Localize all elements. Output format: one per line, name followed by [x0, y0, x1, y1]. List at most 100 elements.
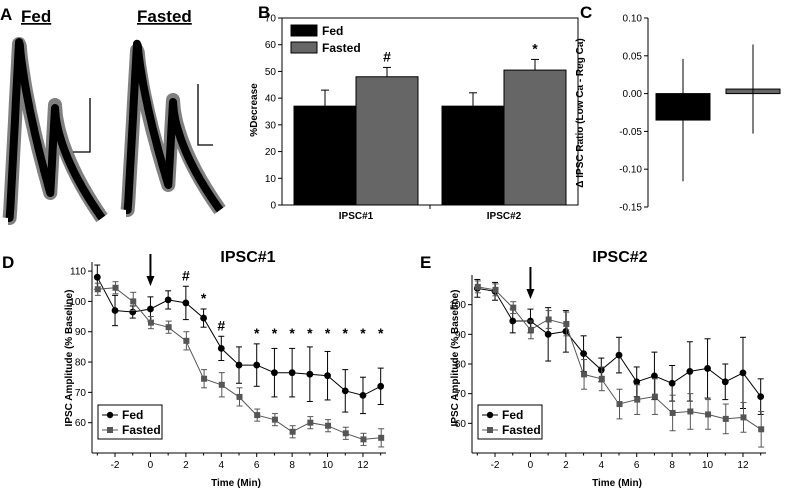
panel-e-ytick-label: 80	[455, 360, 467, 371]
panel-b-bar-fed	[441, 105, 505, 206]
panel-e-xtick-label: 0	[528, 460, 534, 471]
panel-e-point-fed	[615, 351, 623, 359]
panel-d-point-fasted	[165, 324, 172, 331]
panel-b-significance-label: *	[532, 40, 538, 56]
panel-e: E IPSC#2 Time (Min) IPSC Amplitude (% Ba…	[420, 249, 766, 489]
panel-e-point-fasted	[616, 401, 623, 408]
panel-d-point-fasted	[325, 422, 332, 429]
panel-d-ytick-label: 70	[75, 388, 87, 399]
panel-d-xtick-label: 8	[289, 460, 295, 471]
panel-d-point-fed	[182, 299, 190, 307]
panel-d-point-fasted	[378, 434, 385, 441]
panel-d-legend-label-fasted: Fasted	[122, 423, 161, 437]
panel-letter-e: E	[420, 253, 431, 272]
panel-e-point-fed	[509, 317, 517, 325]
panel-a-title-fasted: Fasted	[137, 7, 192, 26]
panel-b-legend-label-fasted: Fasted	[322, 41, 361, 55]
panel-d-significance-label: *	[325, 325, 331, 341]
panel-e-point-fasted	[581, 371, 588, 378]
panel-e-ytick-label: 60	[455, 419, 467, 430]
panel-e-point-fasted	[545, 316, 552, 323]
panel-d-xtick-label: 10	[322, 460, 334, 471]
panel-e-point-fasted	[740, 414, 747, 421]
trace-fasted-black	[122, 39, 224, 214]
panel-d-point-fasted	[271, 416, 278, 423]
panel-e-xtick-label: 8	[669, 460, 675, 471]
panel-e-point-fed	[633, 378, 641, 386]
panel-letter-a: A	[0, 5, 12, 24]
panel-d-point-fed	[235, 361, 243, 369]
panel-c-ytick-label: 0.10	[623, 14, 643, 25]
panel-e-point-fasted	[687, 408, 694, 415]
panel-b-ylabel: %Decrease	[249, 83, 260, 137]
panel-c-ytick-label: -0.05	[619, 127, 642, 138]
panel-d-point-fasted	[218, 381, 225, 388]
panel-d-point-fed	[359, 391, 367, 399]
panel-b-legend-swatch-fed	[290, 24, 318, 37]
panel-d-point-fed	[253, 361, 261, 369]
panel-d-ylabel: IPSC Amplitude (% Baseline)	[64, 290, 75, 427]
panel-b-significance-label: #	[383, 48, 391, 64]
panel-d-significance-label: *	[272, 325, 278, 341]
panel-d-xtick-label: 2	[183, 460, 189, 471]
panel-a-title-fed: Fed	[21, 7, 51, 26]
panel-e-point-fasted	[492, 286, 499, 293]
panel-b-ytick-label: 20	[265, 147, 277, 158]
panel-d-significance-label: #	[182, 267, 190, 283]
panel-b-ytick-label: 70	[265, 14, 277, 25]
panel-d-significance-label: *	[307, 325, 313, 341]
panel-b-legend-label-fed: Fed	[322, 24, 343, 38]
panel-d-significance-label: *	[360, 325, 366, 341]
panel-b-bar-fasted	[503, 69, 567, 206]
panel-d-xtick-label: -2	[111, 460, 120, 471]
panel-d-point-fed	[288, 369, 296, 377]
panel-c-ytick-label: -0.15	[619, 203, 642, 214]
panel-b-ytick-label: 50	[265, 67, 277, 78]
panel-e-xtick-label: 12	[737, 460, 749, 471]
panel-e-point-fed	[651, 372, 658, 380]
panel-d-xlabel: Time (Min)	[211, 478, 261, 489]
panel-d-point-fed	[271, 369, 278, 377]
panel-d-point-fed	[341, 387, 349, 395]
panel-b-ytick-label: 10	[265, 174, 277, 185]
panel-d-xtick-label: 0	[148, 460, 154, 471]
panel-b-ytick-label: 0	[270, 201, 276, 212]
panel-d-point-fed	[164, 296, 172, 304]
panel-e-point-fed	[704, 365, 711, 372]
panel-d-legend-marker-fasted	[107, 427, 113, 433]
panel-e-point-fed	[668, 379, 676, 387]
panel-letter-b: B	[258, 3, 270, 22]
panel-e-xtick-label: 4	[599, 460, 605, 471]
panel-d-point-fasted	[94, 286, 101, 293]
panel-d-point-fasted	[183, 337, 190, 344]
panel-b-category-label: IPSC#2	[487, 211, 522, 222]
panel-e-legend-box	[477, 404, 543, 440]
panel-e-legend-marker-fasted	[487, 427, 493, 433]
panel-e-ytick-label: 90	[455, 330, 467, 341]
panel-e-title: IPSC#2	[592, 249, 647, 266]
panel-a: A Fed Fasted	[0, 5, 227, 225]
panel-b-legend-swatch-fasted	[290, 41, 318, 54]
panel-e-xtick-label: 10	[702, 460, 714, 471]
panel-d-xtick-label: 4	[219, 460, 225, 471]
panel-d-point-fed	[324, 372, 331, 380]
panel-d-point-fed	[111, 307, 119, 314]
panel-e-point-fed	[721, 378, 729, 386]
panel-e-point-fasted	[598, 375, 605, 382]
trace-fed-black	[4, 38, 106, 222]
panel-e-ytick-label: 70	[455, 389, 467, 400]
panel-e-legend-marker-fed	[486, 411, 494, 419]
panel-e-xtick-label: 2	[563, 460, 569, 471]
panel-d-point-fed	[306, 370, 314, 378]
panel-e-point-fed	[580, 350, 587, 358]
panel-d-point-fasted	[236, 393, 243, 400]
panel-e-point-fed	[544, 330, 552, 338]
panel-d-point-fasted	[147, 319, 154, 326]
panel-d-title: IPSC#1	[220, 249, 275, 266]
panel-c-ytick-label: -0.10	[619, 165, 642, 176]
panel-c: C Δ IPSC Ratio (Low Ca - Reg Ca) 0.10 0.0…	[575, 3, 781, 214]
panel-d-point-fasted	[342, 430, 349, 437]
panel-b-bar-fasted	[355, 76, 419, 206]
panel-e-ylabel: IPSC Amplitude (% Baseline)	[450, 290, 461, 427]
panel-e-point-fasted	[758, 426, 765, 433]
